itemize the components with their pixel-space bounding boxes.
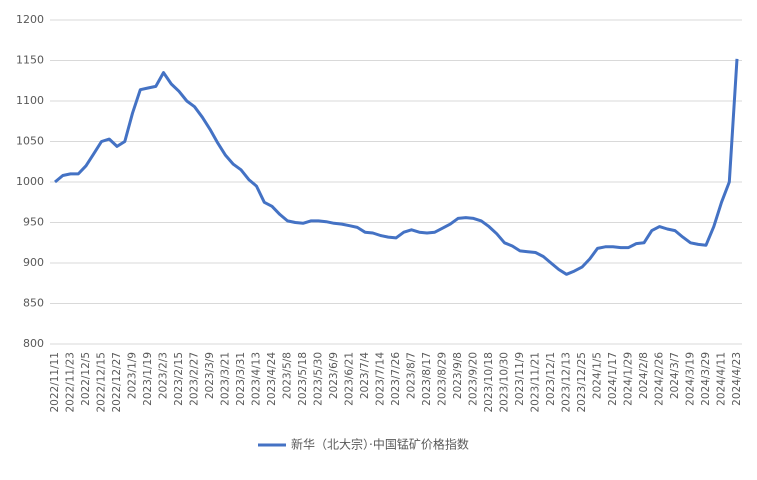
x-tick-label: 2023/5/8	[282, 352, 294, 399]
x-tick-label: 2023/6/21	[344, 352, 356, 406]
y-tick-label: 950	[23, 216, 44, 229]
x-tick-label: 2023/10/30	[499, 352, 511, 413]
x-tick-label: 2024/4/23	[731, 352, 743, 406]
x-tick-label: 2023/9/8	[452, 352, 464, 399]
y-tick-label: 850	[23, 297, 44, 310]
y-tick-label: 800	[23, 337, 44, 350]
x-tick-label: 2023/7/14	[375, 352, 387, 406]
x-tick-label: 2023/5/30	[313, 352, 325, 406]
x-tick-label: 2023/8/7	[406, 352, 418, 399]
x-tick-label: 2023/5/18	[297, 352, 309, 406]
x-tick-label: 2024/1/29	[623, 352, 635, 406]
legend-label: 新华（北大宗）·中国锰矿价格指数	[291, 437, 469, 452]
x-tick-label: 2023/2/27	[189, 352, 201, 406]
y-tick-label: 1050	[16, 135, 44, 148]
x-tick-label: 2023/7/4	[359, 352, 371, 399]
series-line	[54, 58, 739, 276]
x-tick-label: 2023/12/13	[561, 352, 573, 413]
x-tick-label: 2024/3/7	[669, 352, 681, 399]
x-tick-label: 2023/12/1	[545, 352, 557, 406]
x-tick-label: 2022/12/5	[80, 352, 92, 406]
x-tick-label: 2024/3/19	[685, 352, 697, 406]
x-tick-label: 2023/9/20	[468, 352, 480, 406]
y-tick-label: 1000	[16, 175, 44, 188]
x-tick-label: 2024/2/8	[638, 352, 650, 399]
y-tick-label: 1150	[16, 54, 44, 67]
x-tick-label: 2024/1/5	[592, 352, 604, 399]
x-tick-label: 2023/11/21	[530, 352, 542, 413]
y-tick-label: 900	[23, 256, 44, 269]
x-tick-label: 2023/3/9	[204, 352, 216, 399]
x-tick-label: 2023/4/13	[251, 352, 263, 406]
x-tick-label: 2023/11/9	[514, 352, 526, 406]
y-tick-label: 1200	[16, 13, 44, 26]
x-tick-label: 2024/4/11	[716, 352, 728, 406]
x-tick-label: 2022/12/15	[96, 352, 108, 413]
x-tick-label: 2023/12/25	[576, 352, 588, 413]
x-tick-label: 2023/6/9	[328, 352, 340, 399]
x-tick-label: 2023/3/21	[220, 352, 232, 406]
x-tick-label: 2023/8/17	[421, 352, 433, 406]
x-tick-label: 2023/2/15	[173, 352, 185, 406]
x-tick-label: 2022/12/27	[111, 352, 123, 413]
x-tick-label: 2023/7/26	[390, 352, 402, 406]
x-tick-label: 2023/4/24	[266, 352, 278, 406]
x-tick-label: 2023/10/18	[483, 352, 495, 413]
x-tick-label: 2022/11/23	[65, 352, 77, 413]
x-tick-label: 2023/3/31	[235, 352, 247, 406]
x-tick-label: 2024/2/26	[654, 352, 666, 406]
x-tick-label: 2023/1/19	[142, 352, 154, 406]
x-tick-label: 2024/3/29	[700, 352, 712, 406]
x-tick-label: 2022/11/11	[49, 352, 61, 413]
x-tick-label: 2024/1/17	[607, 352, 619, 406]
x-tick-label: 2023/1/9	[127, 352, 139, 399]
y-tick-label: 1100	[16, 94, 44, 107]
x-tick-label: 2023/2/3	[158, 352, 170, 399]
x-tick-label: 2023/8/29	[437, 352, 449, 406]
